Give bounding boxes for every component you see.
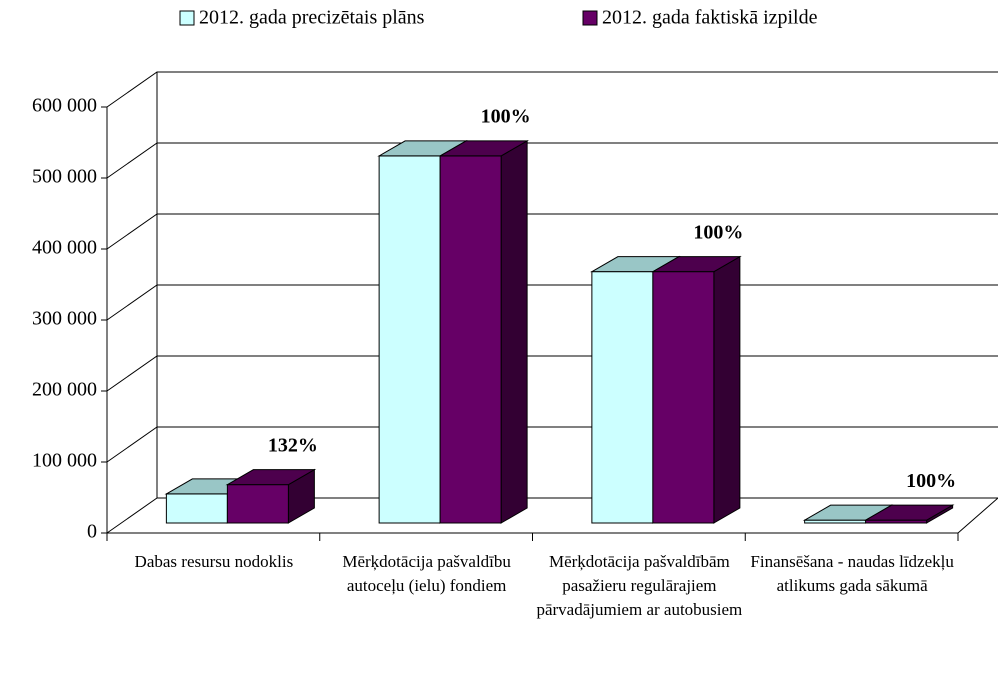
grid-line [106, 71, 998, 108]
percent-label: 100% [481, 106, 531, 128]
legend-label: 2012. gada faktiskā izpilde [602, 7, 818, 29]
bar-side [713, 255, 741, 524]
floor [106, 497, 998, 534]
bar-top [863, 504, 955, 521]
bar [226, 484, 289, 524]
y-tick-label: 600 000 [32, 95, 97, 117]
bar-top [225, 469, 317, 486]
y-tick-label: 200 000 [32, 379, 97, 401]
legend-swatch [582, 10, 598, 26]
percent-label: 132% [268, 434, 318, 456]
bar [439, 155, 502, 524]
bar [652, 271, 715, 524]
y-tick-label: 500 000 [32, 166, 97, 188]
bar-top [438, 140, 529, 157]
legend-swatch [179, 10, 195, 26]
bar [378, 155, 441, 524]
bar [165, 493, 228, 524]
x-tick-label: Mērķdotācija pašvaldībām pasažieru regul… [536, 552, 743, 619]
grid-line [106, 213, 998, 250]
x-tick-label: Finansēšana - naudas līdzekļu atlikums g… [750, 552, 954, 595]
y-tick-label: 400 000 [32, 237, 97, 259]
y-tick-label: 0 [87, 521, 97, 543]
bar-side [500, 140, 528, 524]
x-tick-label: Mērķdotācija pašvaldību autoceļu (ielu) … [342, 552, 511, 595]
legend-label: 2012. gada precizētais plāns [199, 7, 425, 29]
y-tick-label: 100 000 [32, 450, 97, 472]
grid-line [106, 142, 998, 179]
percent-label: 100% [906, 470, 956, 492]
bar [591, 271, 654, 524]
x-tick-label: Dabas resursu nodoklis [134, 552, 294, 571]
y-tick-label: 300 000 [32, 308, 97, 330]
bar-top [651, 256, 742, 273]
percent-label: 100% [693, 221, 743, 243]
